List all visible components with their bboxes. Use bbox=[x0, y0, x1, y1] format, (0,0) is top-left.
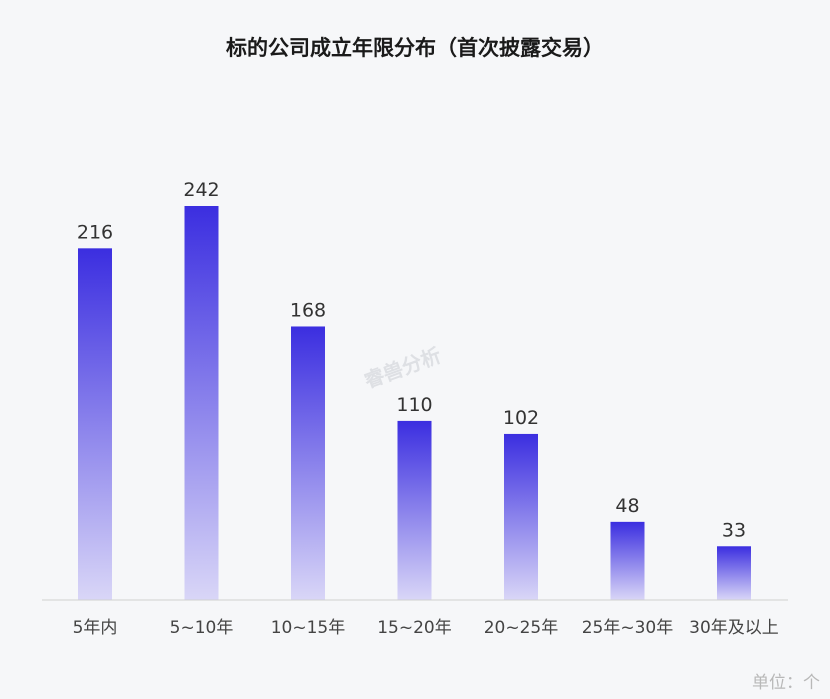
x-tick-label-3: 15~20年 bbox=[377, 618, 452, 638]
bars-group: 216 5年内 242 5~10年 168 10~15年 110 15~20年 102 20~25… bbox=[73, 179, 779, 638]
bar-1 bbox=[184, 206, 219, 600]
bar-4 bbox=[504, 433, 538, 600]
data-label-3: 110 bbox=[396, 394, 432, 416]
x-tick-label-0: 5年内 bbox=[73, 618, 118, 638]
data-label-4: 102 bbox=[503, 407, 539, 429]
chart-title: 标的公司成立年限分布（首次披露交易） bbox=[226, 36, 604, 60]
data-label-2: 168 bbox=[290, 299, 326, 321]
unit-label: 单位：个 bbox=[752, 673, 820, 693]
data-label-1: 242 bbox=[183, 179, 219, 201]
data-label-6: 33 bbox=[722, 519, 746, 541]
x-tick-label-1: 5~10年 bbox=[170, 618, 234, 638]
bar-6 bbox=[717, 546, 751, 600]
data-label-0: 216 bbox=[77, 221, 113, 243]
bar-2 bbox=[291, 326, 325, 600]
data-label-5: 48 bbox=[615, 495, 639, 517]
bar-3 bbox=[397, 420, 432, 600]
x-tick-label-2: 10~15年 bbox=[271, 618, 346, 638]
x-tick-label-4: 20~25年 bbox=[484, 618, 559, 638]
bar-5 bbox=[610, 521, 645, 600]
x-tick-label-6: 30年及以上 bbox=[689, 618, 779, 638]
bar-0 bbox=[78, 248, 112, 601]
x-tick-label-5: 25年~30年 bbox=[582, 618, 674, 638]
